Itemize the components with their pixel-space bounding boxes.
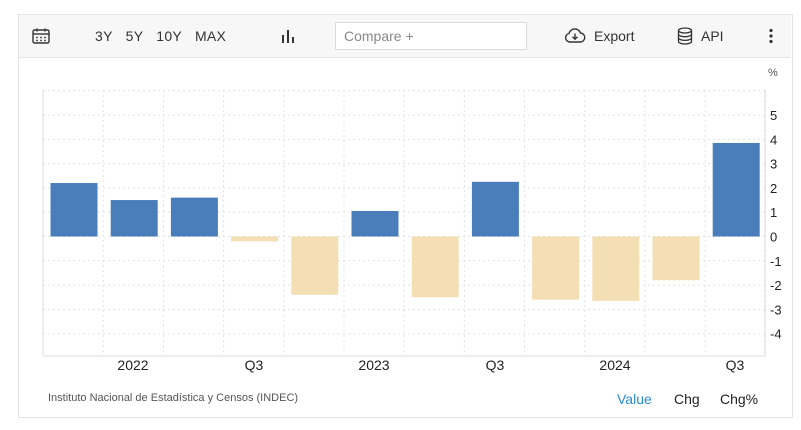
toolbar: 3Y 5Y 10Y MAX Export API xyxy=(19,15,791,58)
range-selector: 3Y 5Y 10Y MAX xyxy=(95,15,235,57)
x-tick-label: Q3 xyxy=(486,357,505,373)
bar[interactable] xyxy=(411,236,459,298)
mode-chg-pct-tab[interactable]: Chg% xyxy=(720,391,759,407)
x-tick-label: Q3 xyxy=(245,357,264,373)
y-tick-label: -2 xyxy=(770,278,782,293)
bar[interactable] xyxy=(471,181,519,237)
range-max-button[interactable]: MAX xyxy=(194,28,227,44)
y-tick-label: -1 xyxy=(770,254,782,269)
bar[interactable] xyxy=(291,236,339,295)
y-tick-label: 2 xyxy=(770,181,777,196)
y-unit-label: % xyxy=(768,67,778,79)
export-label: Export xyxy=(594,28,635,44)
bar[interactable] xyxy=(351,210,399,237)
more-vertical-icon[interactable] xyxy=(767,28,775,44)
bar[interactable] xyxy=(652,236,700,281)
y-tick-label: 3 xyxy=(770,157,777,172)
bar[interactable] xyxy=(231,236,279,242)
compare-input[interactable] xyxy=(335,22,527,50)
cloud-download-icon xyxy=(564,28,586,43)
bar[interactable] xyxy=(532,236,580,300)
range-5y-button[interactable]: 5Y xyxy=(125,28,144,44)
calendar-icon[interactable] xyxy=(32,28,50,44)
bar[interactable] xyxy=(592,236,640,301)
api-label: API xyxy=(701,28,724,44)
bar[interactable] xyxy=(110,200,158,237)
range-10y-button[interactable]: 10Y xyxy=(156,28,183,44)
mode-value-tab[interactable]: Value xyxy=(617,391,652,407)
export-button[interactable]: Export xyxy=(564,15,634,57)
mode-chg-tab[interactable]: Chg xyxy=(674,391,700,407)
y-tick-label: 5 xyxy=(770,108,777,123)
x-tick-label: 2023 xyxy=(358,357,389,373)
y-tick-label: 1 xyxy=(770,205,777,220)
api-button[interactable]: API xyxy=(677,15,724,57)
y-tick-label: 0 xyxy=(770,230,777,245)
y-tick-label: -4 xyxy=(770,327,782,342)
x-tick-label: Q3 xyxy=(726,357,745,373)
bar[interactable] xyxy=(170,197,218,237)
bar[interactable] xyxy=(712,142,760,237)
bar-chart-icon[interactable] xyxy=(281,29,295,43)
database-icon xyxy=(677,27,693,45)
range-3y-button[interactable]: 3Y xyxy=(95,28,113,44)
x-tick-label: 2022 xyxy=(117,357,148,373)
x-tick-label: 2024 xyxy=(599,357,630,373)
bar[interactable] xyxy=(50,183,98,237)
source-note: Instituto Nacional de Estadística y Cens… xyxy=(48,392,299,404)
y-tick-label: -3 xyxy=(770,302,782,317)
y-tick-label: 4 xyxy=(770,132,777,147)
